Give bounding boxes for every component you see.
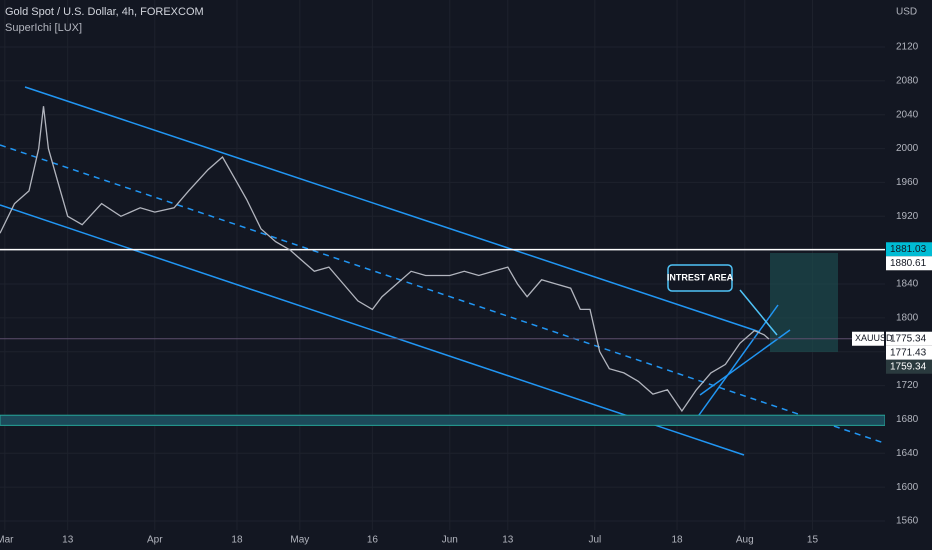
y-tick-label: 1920 — [896, 211, 919, 222]
x-tick-label: 15 — [807, 535, 819, 546]
price-tag — [886, 242, 932, 257]
x-tick-label: Mar — [0, 535, 14, 546]
symbol-tag-label: XAUUSD — [855, 333, 893, 343]
axes: 1560160016401680172017601800184018801920… — [0, 42, 932, 546]
x-tick-label: 16 — [367, 535, 379, 546]
symbol-tag — [852, 331, 884, 346]
x-tick-label: 13 — [502, 535, 514, 546]
wedge-up — [693, 304, 779, 423]
x-tick-label: Apr — [147, 535, 163, 546]
channel-bottom — [0, 204, 745, 456]
y-tick-label: 1840 — [896, 279, 919, 290]
price-tag-label: 1759.34 — [890, 361, 927, 372]
x-tick-label: Jul — [588, 535, 601, 546]
price-tag-label: 1880.61 — [890, 258, 927, 269]
x-tick-label: 18 — [671, 535, 683, 546]
price-tag-label: 1881.03 — [890, 244, 927, 255]
price-tag — [886, 359, 932, 374]
callout-arrow — [739, 289, 778, 336]
wedge-low — [699, 329, 791, 396]
x-tick-label: Jun — [442, 535, 458, 546]
y-tick-label: 1720 — [896, 380, 919, 391]
price-line — [0, 106, 770, 413]
x-tick-label: May — [290, 535, 309, 546]
channel-mid — [0, 144, 891, 446]
callout-text: INTREST AREA — [667, 272, 734, 282]
price-tag-label: 1775.34 — [890, 333, 927, 344]
price-tag — [886, 256, 932, 271]
x-axis-bar — [0, 530, 932, 550]
currency: USD — [896, 7, 917, 18]
y-tick-label: 1600 — [896, 482, 919, 493]
y-tick-label: 2000 — [896, 143, 919, 154]
channel-top — [24, 86, 761, 333]
drawings — [0, 86, 891, 456]
x-tick-label: Aug — [736, 535, 754, 546]
y-tick-label: 2080 — [896, 75, 919, 86]
y-tick-label: 2120 — [896, 42, 919, 53]
y-tick-label: 1560 — [896, 516, 919, 527]
y-axis-bar — [885, 0, 932, 550]
x-tick-label: 18 — [231, 535, 243, 546]
y-tick-label: 1680 — [896, 414, 919, 425]
indicator: SuperIchi [LUX] — [5, 22, 82, 34]
x-tick-label: 13 — [62, 535, 74, 546]
y-tick-label: 1800 — [896, 313, 919, 324]
y-tick-label: 2040 — [896, 109, 919, 120]
y-tick-label: 1960 — [896, 177, 919, 188]
zone — [0, 414, 886, 426]
price-tag — [886, 345, 932, 360]
price-tag-label: 1771.43 — [890, 347, 927, 358]
callout-box — [667, 264, 733, 292]
y-tick-label: 1640 — [896, 448, 919, 459]
title: Gold Spot / U.S. Dollar, 4h, FOREXCOM — [5, 6, 204, 18]
price-tag — [886, 331, 932, 346]
